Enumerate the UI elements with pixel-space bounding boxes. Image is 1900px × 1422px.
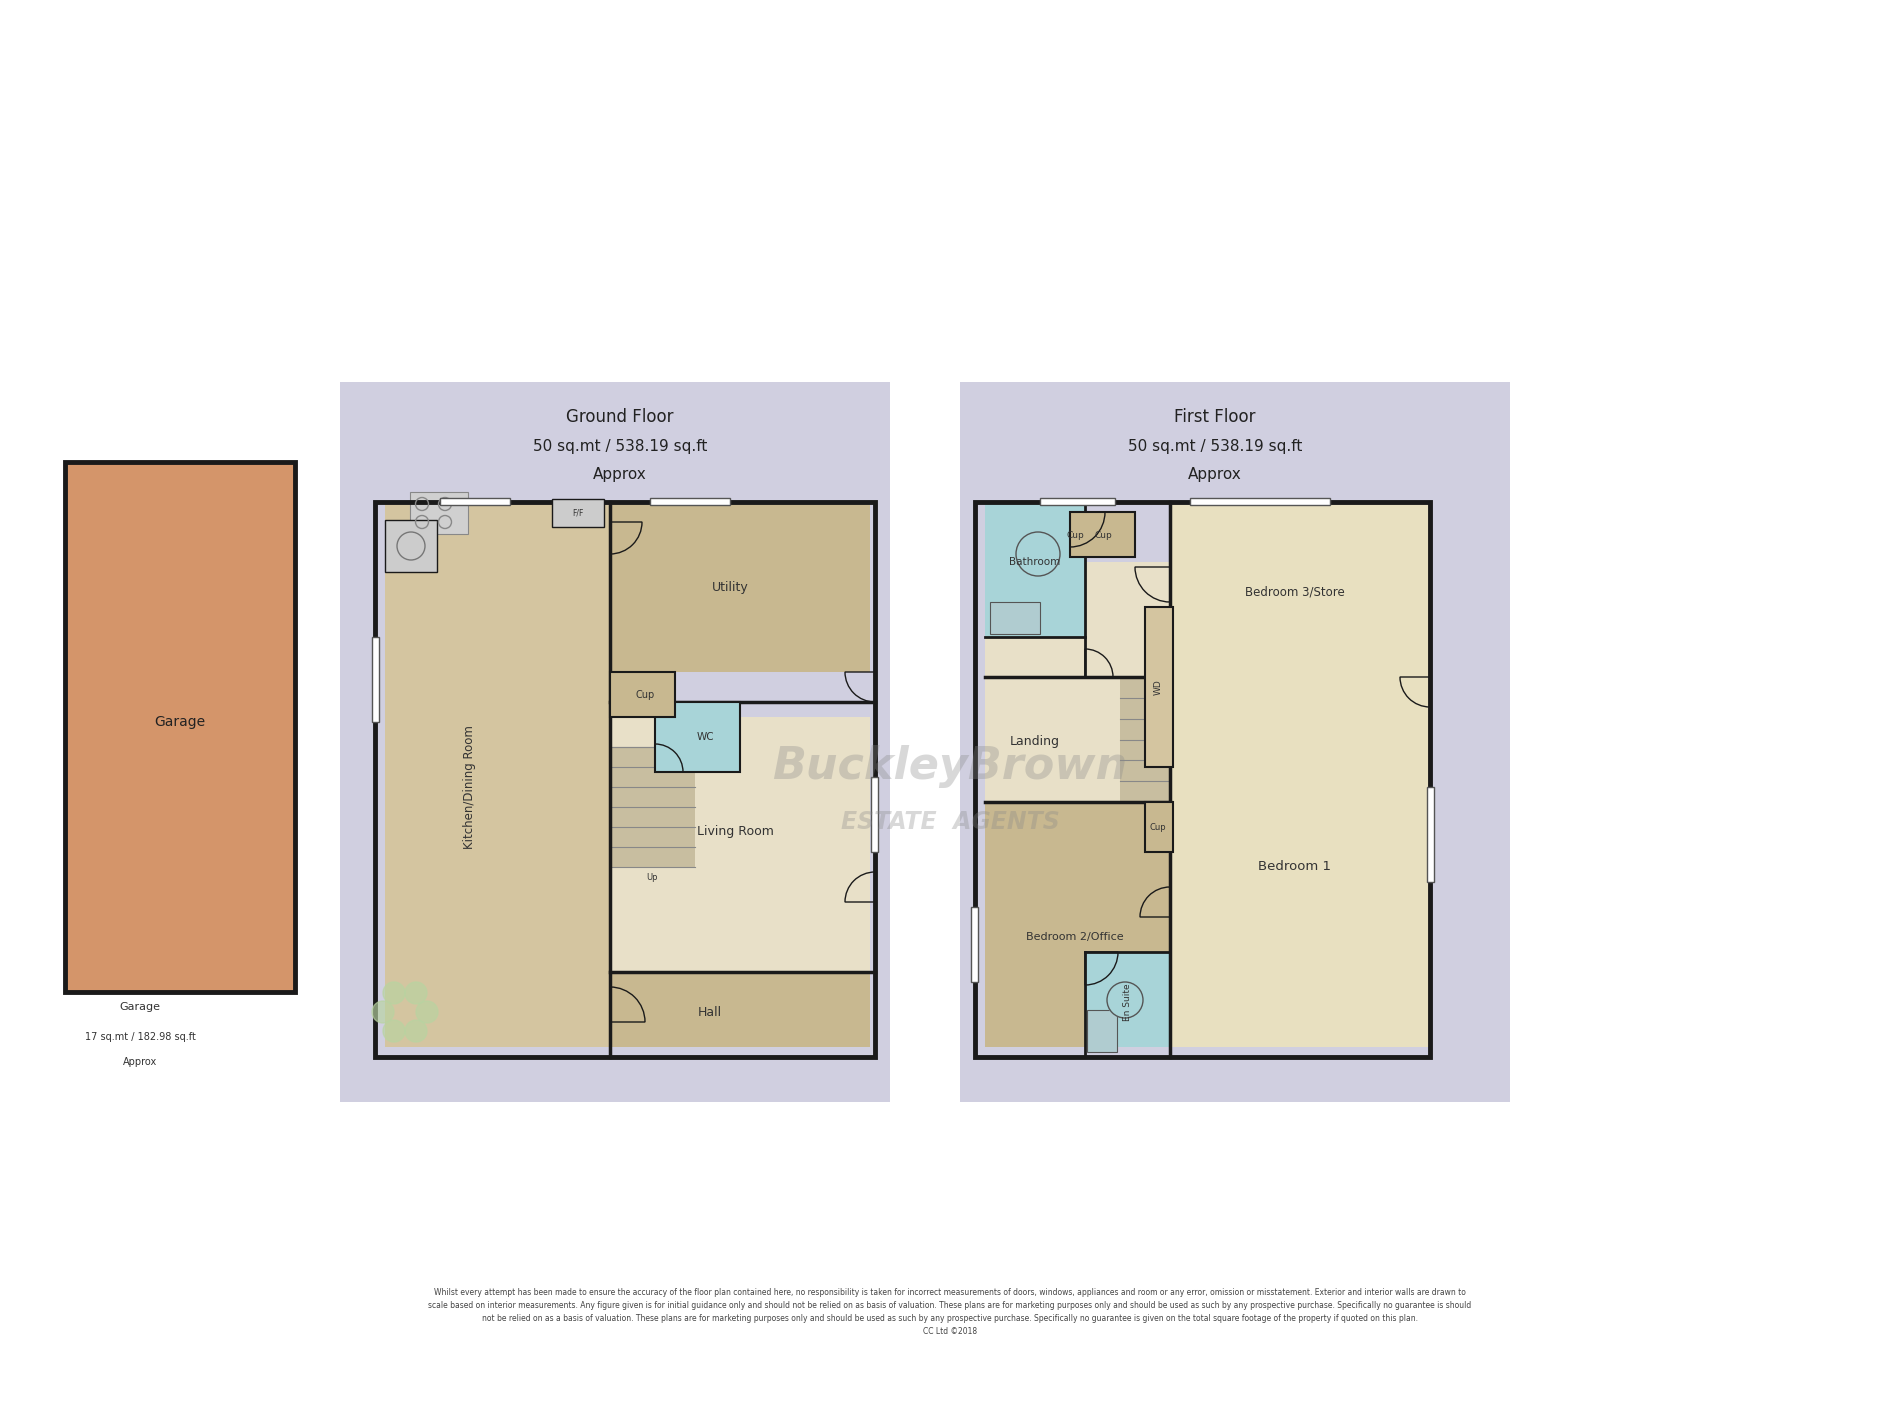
Text: ESTATE  AGENTS: ESTATE AGENTS	[840, 811, 1060, 833]
Bar	[1146, 607, 1172, 766]
Circle shape	[384, 1020, 405, 1042]
Text: En Suite: En Suite	[1123, 983, 1132, 1021]
Text: Approx: Approx	[124, 1057, 158, 1066]
Text: Hall: Hall	[697, 1005, 722, 1018]
Bar	[975, 502, 1431, 1057]
Text: Garage: Garage	[154, 715, 205, 729]
Bar	[374, 502, 876, 1057]
Text: Bedroom 3/Store: Bedroom 3/Store	[1244, 586, 1345, 599]
Bar	[610, 673, 674, 717]
Text: Bedroom 1: Bedroom 1	[1258, 860, 1332, 873]
Bar	[610, 747, 695, 867]
Bar	[984, 802, 1170, 1047]
Text: 17 sq.mt / 182.98 sq.ft: 17 sq.mt / 182.98 sq.ft	[86, 1032, 196, 1042]
Bar	[870, 776, 878, 852]
Bar	[1146, 802, 1172, 852]
Bar	[386, 520, 437, 572]
Text: Cup: Cup	[1094, 530, 1111, 539]
Bar	[610, 717, 870, 973]
Text: Cup: Cup	[635, 690, 655, 700]
Bar	[984, 502, 1085, 637]
Bar	[990, 602, 1039, 634]
Bar	[441, 498, 509, 505]
Text: Bedroom 2/Office: Bedroom 2/Office	[1026, 931, 1123, 941]
Bar	[1087, 1010, 1117, 1052]
Text: Garage: Garage	[120, 1003, 160, 1012]
Text: Utility: Utility	[712, 580, 749, 593]
Bar	[386, 502, 610, 1047]
Bar	[971, 907, 978, 983]
Circle shape	[1108, 983, 1144, 1018]
Text: 50 sq.mt / 538.19 sq.ft: 50 sq.mt / 538.19 sq.ft	[532, 439, 707, 455]
Bar	[553, 499, 604, 528]
Text: Cup: Cup	[1066, 530, 1083, 539]
Text: Approx: Approx	[1188, 466, 1243, 482]
Bar	[1146, 802, 1172, 852]
Text: F/F: F/F	[572, 509, 583, 518]
Bar	[656, 702, 739, 772]
Bar	[1119, 677, 1170, 802]
Circle shape	[1017, 532, 1060, 576]
Bar	[1427, 786, 1434, 882]
Bar	[1189, 498, 1330, 505]
Text: Cup: Cup	[1150, 822, 1167, 832]
Text: Landing: Landing	[1011, 735, 1060, 748]
Bar	[656, 702, 739, 772]
Circle shape	[405, 1020, 428, 1042]
Text: WC: WC	[695, 732, 714, 742]
Text: Ground Floor: Ground Floor	[566, 408, 674, 427]
Text: Kitchen/Dining Room: Kitchen/Dining Room	[464, 725, 477, 849]
Bar	[340, 383, 889, 1102]
Bar	[1070, 512, 1134, 557]
Bar	[1170, 502, 1431, 677]
Circle shape	[416, 1001, 439, 1022]
Bar	[610, 502, 870, 673]
Bar	[650, 498, 730, 505]
Bar	[1146, 607, 1172, 766]
Text: Bathroom: Bathroom	[1009, 557, 1060, 567]
Circle shape	[372, 1001, 393, 1022]
Circle shape	[384, 983, 405, 1004]
Bar	[610, 973, 870, 1047]
Bar	[960, 383, 1510, 1102]
Bar	[1070, 512, 1134, 557]
Circle shape	[405, 983, 428, 1004]
Bar	[610, 673, 674, 717]
Text: Living Room: Living Room	[697, 826, 773, 839]
Text: Approx: Approx	[593, 466, 646, 482]
Bar	[65, 462, 294, 993]
Bar	[1039, 498, 1115, 505]
Text: WD: WD	[1153, 680, 1163, 695]
Text: Up: Up	[646, 873, 657, 882]
Bar	[410, 492, 467, 535]
Bar	[372, 637, 378, 722]
Text: Whilst every attempt has been made to ensure the accuracy of the floor plan cont: Whilst every attempt has been made to en…	[428, 1288, 1472, 1337]
Bar	[1085, 951, 1170, 1047]
Bar	[65, 462, 294, 993]
Text: BuckleyBrown: BuckleyBrown	[773, 745, 1127, 789]
Text: First Floor: First Floor	[1174, 408, 1256, 427]
Bar	[984, 562, 1170, 802]
Bar	[1170, 677, 1431, 1047]
Text: 50 sq.mt / 538.19 sq.ft: 50 sq.mt / 538.19 sq.ft	[1129, 439, 1302, 455]
